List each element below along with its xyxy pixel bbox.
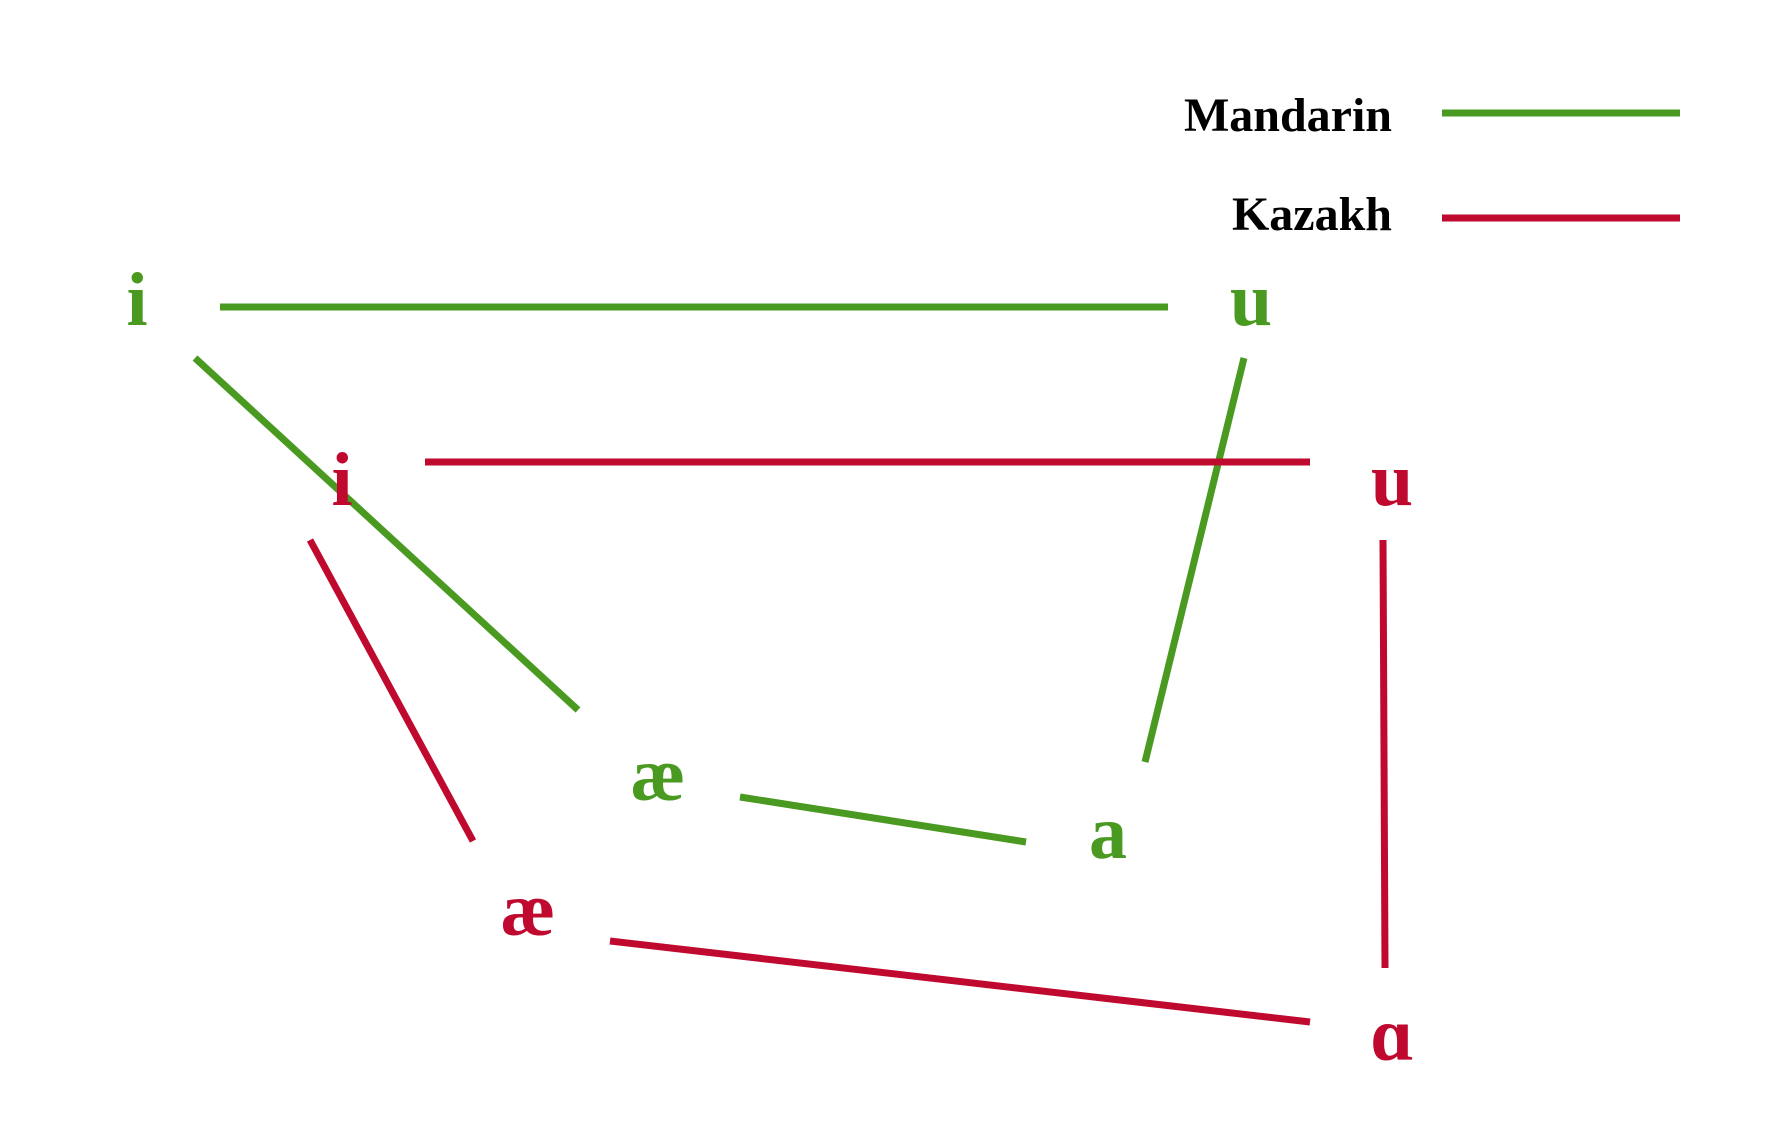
kazakh-edges [306,458,1389,1026]
mandarin-edge-i-ae [192,355,581,713]
kazakh-edge-i-ae [306,538,477,843]
mandarin-vowel-u: u [1230,258,1272,342]
legend-label-kazakh: Kazakh [1232,188,1392,241]
mandarin-vowel-ae: æ [631,733,686,817]
mandarin-vowel-i: i [126,258,147,342]
kazakh-edge-u-alpha [1379,539,1389,969]
mandarin-edge-ae-a [739,793,1027,846]
legend-label-mandarin: Mandarin [1184,89,1392,142]
kazakh-vowels: i u æ ɑ [331,438,1413,1077]
mandarin-vowel-a: a [1089,791,1127,875]
mandarin-edge-u-a [1141,357,1248,763]
mandarin-vowels: i u æ a [126,258,1272,875]
kazakh-vowel-ae: æ [501,868,556,952]
kazakh-vowel-alpha: ɑ [1370,993,1414,1077]
legend: Mandarin Kazakh [1184,89,1680,241]
mandarin-edges [192,303,1248,846]
kazakh-vowel-u: u [1371,438,1413,522]
kazakh-vowel-i: i [331,438,352,522]
kazakh-edge-ae-alpha [609,937,1311,1026]
